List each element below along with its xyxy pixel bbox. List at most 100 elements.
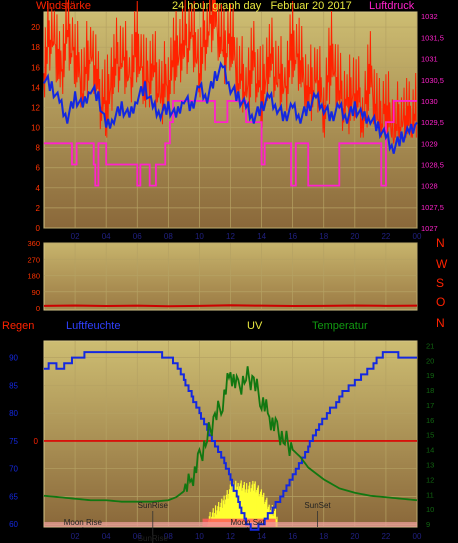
wind-gust-series xyxy=(43,0,417,144)
uv-bar xyxy=(274,508,276,527)
humidity-y-tick: 60 xyxy=(9,520,18,529)
uv-bar xyxy=(222,500,224,527)
wind-x-tick: 12 xyxy=(226,232,235,241)
uv-bar xyxy=(245,489,247,527)
uv-bar xyxy=(257,485,259,527)
wind-x-tick: 04 xyxy=(102,232,111,241)
wind-y-tick: 12 xyxy=(31,103,40,112)
uv-bar xyxy=(246,492,249,527)
uv-bar xyxy=(214,505,217,527)
temperature-y-tick: 18 xyxy=(426,386,434,395)
wind-x-tick: 18 xyxy=(319,232,328,241)
pressure-y-tick: 1028,5 xyxy=(421,160,444,169)
wind-x-tick: 20 xyxy=(350,232,359,241)
uv-bar xyxy=(218,502,220,527)
climate-x-tick: 14 xyxy=(257,532,266,541)
temperature-y-tick: 13 xyxy=(426,461,434,470)
temperature-label: Temperatur xyxy=(312,320,368,332)
wind-x-tick: 00 xyxy=(413,232,422,241)
pressure-y-tick: 1029 xyxy=(421,139,438,148)
uv-bar xyxy=(240,480,242,527)
pressure-y-tick: 1032 xyxy=(421,12,438,21)
uv-bar xyxy=(219,507,221,527)
uv-bar xyxy=(225,494,228,527)
pressure-y-tick: 1030 xyxy=(421,97,438,106)
temperature-y-tick: 20 xyxy=(426,356,434,365)
wind-direction-series xyxy=(43,304,418,308)
uv-bar xyxy=(268,504,270,527)
uv-bar xyxy=(251,484,253,527)
humidity-y-tick: 75 xyxy=(9,437,18,446)
uv-bar xyxy=(242,487,244,527)
wind-y-tick: 16 xyxy=(31,63,40,72)
uv-bar xyxy=(249,491,252,527)
uv-bar xyxy=(264,501,266,527)
event-label: Moon Set xyxy=(230,518,265,527)
compass-label: O xyxy=(436,295,445,309)
uv-bar xyxy=(255,492,257,527)
uv-bar xyxy=(244,492,246,527)
uv-bar xyxy=(253,483,256,527)
uv-bar xyxy=(265,499,267,527)
climate-x-tick: 12 xyxy=(226,532,235,541)
wind-y-tick: 20 xyxy=(31,23,40,32)
uv-bar xyxy=(258,496,260,527)
humidity-y-tick: 80 xyxy=(9,409,18,418)
pressure-y-tick: 1027,5 xyxy=(421,203,444,212)
temperature-y-tick: 21 xyxy=(426,341,434,350)
wind-y-tick: 18 xyxy=(31,43,40,52)
uv-bar xyxy=(270,510,272,527)
climate-x-tick: 20 xyxy=(350,532,359,541)
pressure-y-tick: 1031,5 xyxy=(421,33,444,42)
uv-bar xyxy=(256,487,259,527)
compass-label: W xyxy=(436,257,448,271)
climate-x-tick: 02 xyxy=(71,532,80,541)
rain-bottom-band xyxy=(44,522,417,527)
uv-bar xyxy=(230,489,232,527)
event-label: SunRise xyxy=(138,534,169,543)
temperature-y-tick: 15 xyxy=(426,431,434,440)
wind-x-tick: 16 xyxy=(288,232,297,241)
uv-bar xyxy=(243,481,245,527)
uv-bar xyxy=(263,504,266,527)
event-label: SunRise xyxy=(138,501,169,510)
uv-bar xyxy=(237,482,239,527)
direction-y-tick: 360 xyxy=(27,239,40,248)
uv-bar xyxy=(220,502,222,527)
pressure-y-tick: 1030,5 xyxy=(421,76,444,85)
temperature-y-tick: 10 xyxy=(426,505,434,514)
wind-y-tick: 10 xyxy=(31,124,40,133)
temperature-y-tick: 19 xyxy=(426,371,434,380)
uv-bar xyxy=(259,494,261,527)
wind-speed-series xyxy=(43,60,418,154)
rain-y-tick: 0 xyxy=(34,437,39,446)
pressure-label: Luftdruck xyxy=(369,0,415,12)
wind-y-tick: 8 xyxy=(36,144,41,153)
uv-bar xyxy=(270,507,273,527)
uv-bar xyxy=(217,506,219,527)
uv-label: UV xyxy=(247,320,263,332)
uv-bar xyxy=(228,493,230,527)
uv-bar xyxy=(234,484,236,527)
event-label: SunSet xyxy=(304,501,331,510)
compass-label: N xyxy=(436,316,445,330)
wind-y-tick: 6 xyxy=(36,164,41,173)
uv-bar xyxy=(221,498,223,527)
direction-y-tick: 90 xyxy=(32,288,40,297)
uv-bar xyxy=(248,485,250,527)
compass-label: N xyxy=(436,236,445,250)
uv-bar xyxy=(263,492,265,527)
pressure-y-tick: 1028 xyxy=(421,182,438,191)
climate-x-tick: 00 xyxy=(413,532,422,541)
wind-x-tick: 10 xyxy=(195,232,204,241)
wind-y-tick: 0 xyxy=(36,224,41,233)
climate-x-tick: 10 xyxy=(195,532,204,541)
wind-x-tick: 06 xyxy=(133,232,142,241)
direction-y-tick: 0 xyxy=(36,304,40,313)
temperature-y-tick: 9 xyxy=(426,520,430,529)
wind-x-tick: 02 xyxy=(71,232,80,241)
wind-speed-label: Windstärke xyxy=(36,0,92,12)
climate-x-tick: 04 xyxy=(102,532,111,541)
